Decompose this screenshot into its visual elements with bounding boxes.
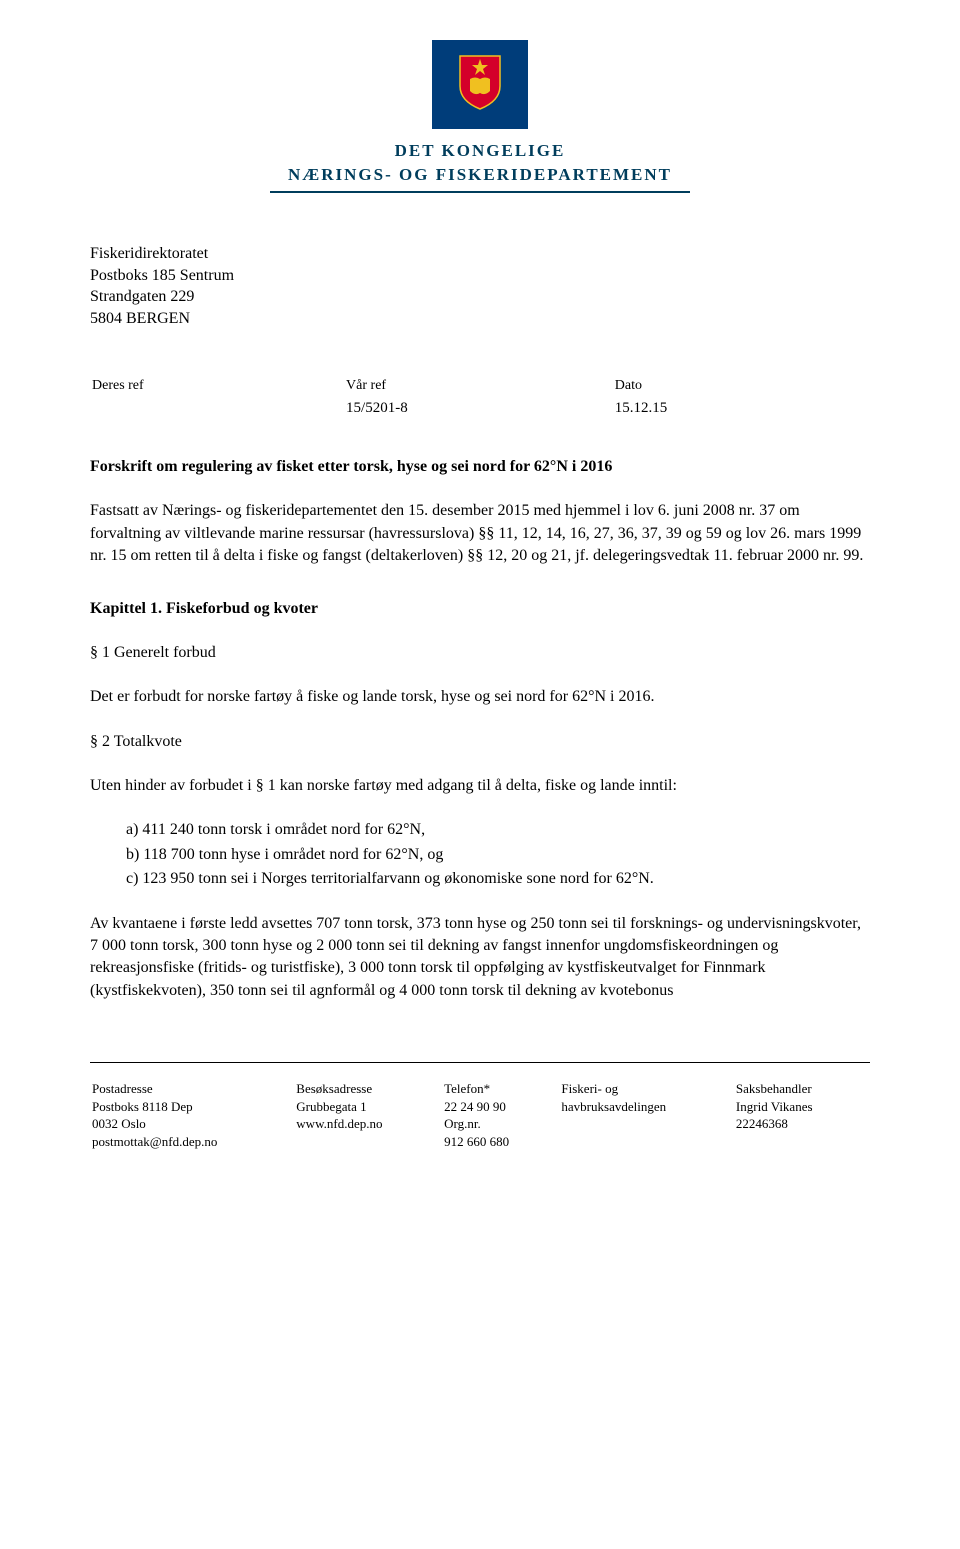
section2-intro: Uten hinder av forbudet i § 1 kan norske… [90, 775, 870, 797]
ministry-logo [90, 40, 870, 129]
preamble-text: Fastsatt av Nærings- og fiskerideparteme… [90, 500, 870, 567]
ministry-line2: NÆRINGS- OG FISKERIDEPARTEMENT [90, 163, 870, 187]
document-title: Forskrift om regulering av fisket etter … [90, 456, 870, 478]
recipient-block: Fiskeridirektoratet Postboks 185 Sentrum… [90, 243, 870, 329]
recipient-name: Fiskeridirektoratet [90, 243, 870, 265]
list-item-c: c) 123 950 tonn sei i Norges territorial… [126, 868, 870, 890]
var-ref-value: 15/5201-8 [346, 398, 613, 419]
recipient-address1: Postboks 185 Sentrum [90, 265, 870, 287]
ministry-line1: DET KONGELIGE [90, 139, 870, 163]
footer-col4-line1: havbruksavdelingen [561, 1098, 719, 1116]
dato-value: 15.12.15 [615, 398, 868, 419]
section1-title: § 1 Generelt forbud [90, 642, 870, 664]
reference-table: Deres ref Vår ref Dato 15/5201-8 15.12.1… [90, 374, 870, 421]
logo-box [432, 40, 528, 129]
ministry-underline [270, 191, 690, 193]
footer-col1-line2: 0032 Oslo [92, 1115, 279, 1133]
ministry-name: DET KONGELIGE NÆRINGS- OG FISKERIDEPARTE… [90, 139, 870, 193]
footer-col3-header: Telefon* [444, 1080, 544, 1098]
footer-col3-line2: Org.nr. [444, 1115, 544, 1133]
footer-col2-line1: Grubbegata 1 [296, 1098, 427, 1116]
list-item-a: a) 411 240 tonn torsk i området nord for… [126, 819, 870, 841]
var-ref-label: Vår ref [346, 376, 613, 396]
deres-ref-label: Deres ref [92, 376, 344, 396]
footer-col2-line3: www.nfd.dep.no [296, 1115, 427, 1133]
footer-col3-line1: 22 24 90 90 [444, 1098, 544, 1116]
footer-col5-line1: Ingrid Vikanes [736, 1098, 853, 1116]
section2-title: § 2 Totalkvote [90, 731, 870, 753]
footer-col1-line1: Postboks 8118 Dep [92, 1098, 279, 1116]
footer-col3-line3: 912 660 680 [444, 1133, 544, 1151]
recipient-address2: Strandgaten 229 [90, 286, 870, 308]
footer-col4-header: Fiskeri- og [561, 1080, 719, 1098]
chapter1-title: Kapittel 1. Fiskeforbud og kvoter [90, 598, 870, 620]
footer-col1-header: Postadresse [92, 1080, 279, 1098]
section2-para2: Av kvantaene i første ledd avsettes 707 … [90, 913, 870, 1003]
footer-col1-line3: postmottak@nfd.dep.no [92, 1133, 279, 1151]
list-item-b: b) 118 700 tonn hyse i området nord for … [126, 844, 870, 866]
coat-of-arms-icon [455, 51, 505, 111]
deres-ref-value [92, 398, 344, 419]
footer-separator [90, 1062, 870, 1063]
recipient-postal: 5804 BERGEN [90, 308, 870, 330]
footer-col5-header: Saksbehandler [736, 1080, 853, 1098]
footer-table: Postadresse Postboks 8118 Dep 0032 Oslo … [90, 1078, 870, 1152]
section1-text: Det er forbudt for norske fartøy å fiske… [90, 686, 870, 708]
dato-label: Dato [615, 376, 868, 396]
footer-col2-header: Besøksadresse [296, 1080, 427, 1098]
footer-col5-line2: 22246368 [736, 1115, 853, 1133]
section2-list: a) 411 240 tonn torsk i området nord for… [90, 819, 870, 890]
